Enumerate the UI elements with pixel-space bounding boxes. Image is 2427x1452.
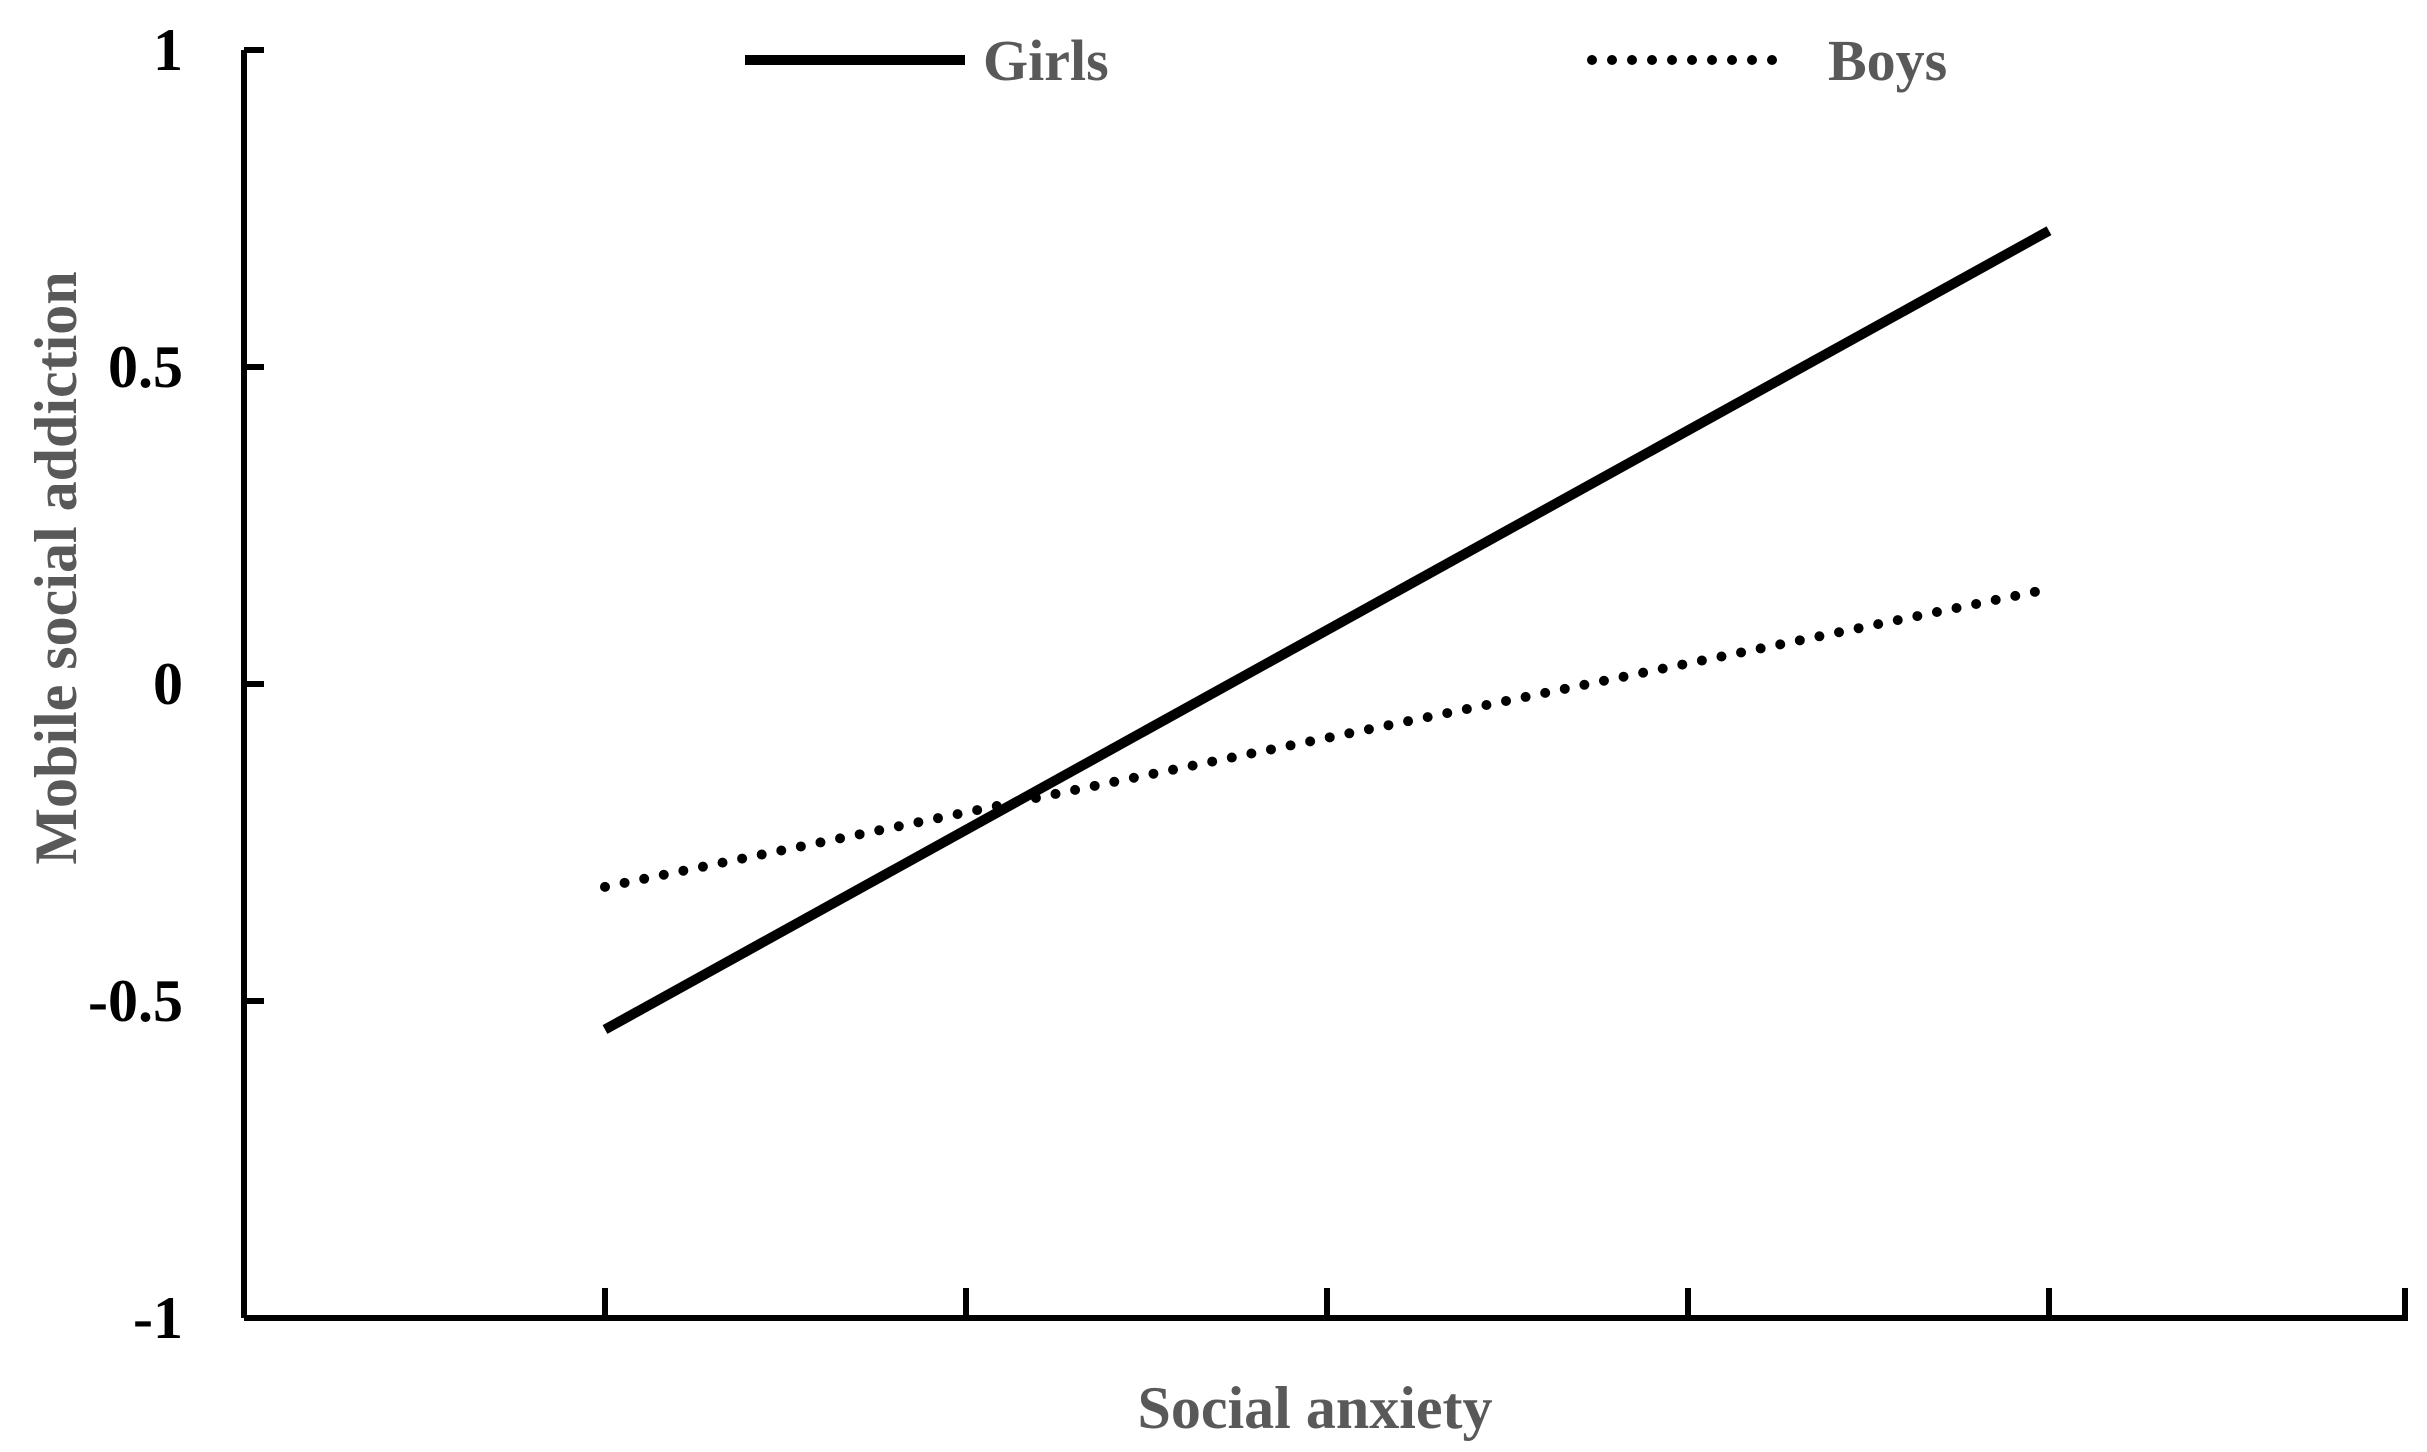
series-line-girls	[602, 226, 2052, 1034]
legend-label: Boys	[1828, 28, 1947, 93]
legend-label: Girls	[983, 28, 1109, 93]
x-axis-title: Social anxiety	[1138, 1375, 1493, 1441]
y-tick-label: 0.5	[108, 334, 183, 400]
series-layer	[600, 226, 2054, 1034]
legend-item-boys: Boys	[1587, 28, 1947, 93]
series-line-boys	[600, 583, 2054, 892]
x-axis	[244, 1288, 2408, 1321]
y-tick-label: -1	[133, 1285, 183, 1351]
legend: Girls Boys	[745, 28, 1947, 93]
y-tick-label: 0	[153, 651, 183, 717]
legend-item-girls: Girls	[745, 28, 1109, 93]
y-tick-label: -0.5	[88, 968, 183, 1034]
y-axis: 1 0.5 0 -0.5 -1	[88, 17, 264, 1351]
y-axis-title: Mobile social addiction	[23, 271, 89, 864]
y-tick-label: 1	[153, 17, 183, 83]
